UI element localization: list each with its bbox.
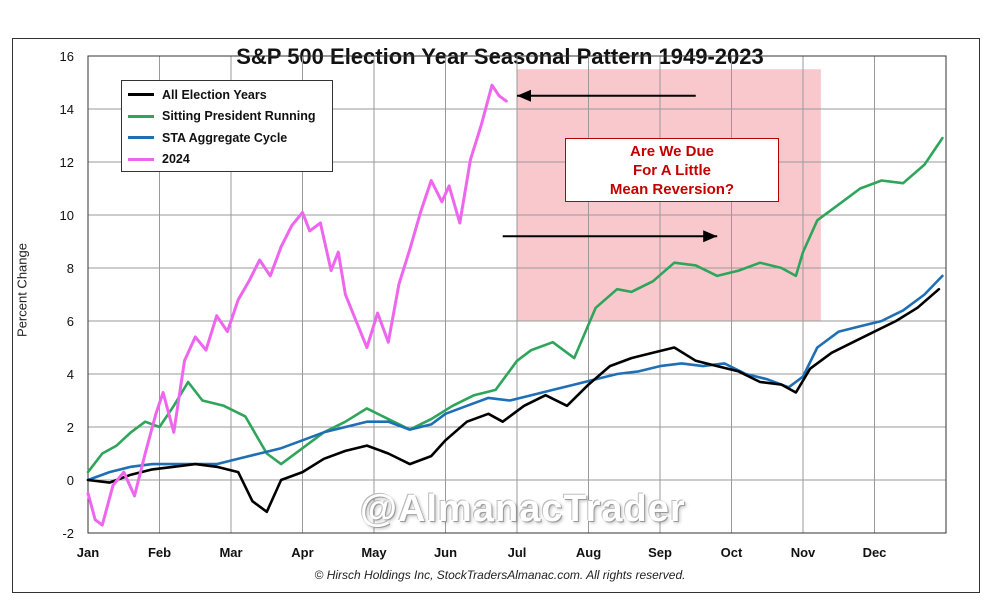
x-tick-label: Jun	[434, 545, 457, 560]
legend-swatch	[128, 93, 154, 97]
x-tick-label: Nov	[791, 545, 816, 560]
legend-swatch	[128, 157, 154, 161]
y-tick-label: -2	[62, 526, 74, 541]
x-tick-label: Oct	[721, 545, 743, 560]
watermark: @AlmanacTrader	[360, 488, 686, 530]
y-tick-label: 12	[60, 155, 74, 170]
y-tick-label: 14	[60, 102, 74, 117]
y-tick-label: 0	[67, 473, 74, 488]
legend-item: Sitting President Running	[128, 106, 326, 128]
y-tick-label: 6	[67, 314, 74, 329]
x-tick-label: Jan	[77, 545, 99, 560]
x-tick-label: Mar	[219, 545, 242, 560]
legend-label: Sitting President Running	[162, 109, 316, 124]
copyright-notice: © Hirsch Holdings Inc, StockTradersAlman…	[314, 568, 686, 582]
legend-item: STA Aggregate Cycle	[128, 127, 326, 149]
series-line-2024	[86, 83, 508, 527]
legend-item: All Election Years	[128, 84, 326, 106]
x-tick-label: Jul	[508, 545, 527, 560]
legend-swatch	[128, 114, 154, 118]
series-line-sta-aggregate-cycle	[86, 274, 944, 482]
y-tick-label: 16	[60, 49, 74, 64]
x-tick-label: Aug	[576, 545, 601, 560]
legend-label: All Election Years	[162, 87, 267, 102]
y-tick-label: 4	[67, 367, 74, 382]
x-tick-label: Sep	[648, 545, 672, 560]
y-tick-label: 2	[67, 420, 74, 435]
callout-line: Mean Reversion?	[609, 180, 735, 198]
legend-swatch	[128, 136, 154, 140]
legend: All Election Years Sitting President Run…	[121, 80, 333, 172]
callout-box: Are We Due For A Little Mean Reversion?	[565, 138, 779, 202]
series-line-sitting-president-running	[86, 136, 944, 474]
x-tick-label: May	[361, 545, 387, 560]
legend-label: 2024	[162, 152, 190, 167]
arrow-mid-head	[703, 230, 718, 243]
plot-border	[87, 55, 947, 534]
y-tick-label: 8	[67, 261, 74, 276]
callout-line: Are We Due	[630, 142, 714, 160]
callout-line: For A Little	[632, 161, 712, 179]
arrow-2024-head	[517, 89, 531, 102]
x-tick-label: Apr	[291, 545, 313, 560]
x-tick-label: Feb	[148, 545, 171, 560]
legend-label: STA Aggregate Cycle	[162, 130, 288, 145]
x-tick-label: Dec	[863, 545, 887, 560]
y-axis-label: Percent Change	[14, 243, 30, 337]
y-tick-label: 10	[60, 208, 74, 223]
legend-item: 2024	[128, 149, 326, 171]
series-line-all-election-years	[86, 287, 941, 514]
